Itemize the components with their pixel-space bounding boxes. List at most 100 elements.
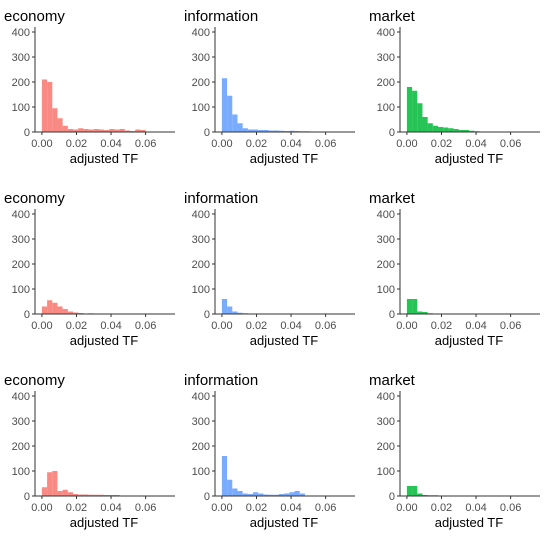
y-tick-label: 300: [192, 234, 210, 246]
histogram-bar: [62, 125, 68, 132]
x-tick-label: 0.00: [396, 320, 417, 332]
histogram-bar: [463, 130, 470, 132]
panel-title: information: [184, 190, 258, 207]
y-tick-label: 300: [377, 52, 395, 64]
y-tick-label: 200: [192, 259, 210, 271]
y-tick-label: 100: [12, 102, 30, 114]
x-tick-label: 0.06: [315, 138, 336, 150]
y-tick-label: 0: [24, 127, 30, 139]
y-tick-label: 0: [204, 127, 210, 139]
x-tick-label: 0.04: [100, 138, 121, 150]
panel-market-r3: market 0 100 200 300 400 0.00 0.02 0.04 0.06adjus…: [369, 372, 540, 530]
histogram-bar: [412, 299, 418, 314]
histogram-bar: [237, 123, 243, 132]
y-tick-label: 100: [12, 466, 30, 478]
y-tick-label: 400: [12, 27, 30, 39]
histogram-bar: [427, 123, 433, 132]
histogram-bar: [41, 487, 48, 496]
y-tick-label: 200: [12, 77, 30, 89]
histogram-bar: [47, 472, 53, 496]
y-tick-label: 0: [389, 491, 395, 503]
histogram-bar: [73, 312, 79, 314]
x-tick-label: 0.02: [66, 138, 87, 150]
y-tick-label: 200: [12, 441, 30, 453]
x-tick-label: 0.06: [500, 320, 521, 332]
y-tick-label: 400: [377, 27, 395, 39]
histogram-bar: [52, 108, 58, 132]
histogram-bar: [67, 311, 74, 314]
histogram-bar: [469, 130, 475, 132]
y-tick-label: 0: [204, 309, 210, 321]
histogram-bar: [67, 492, 74, 496]
y-tick-label: 100: [377, 466, 395, 478]
panel-information-r1: information 0 100 200 300 400 0.00 0.02 0.04 0.06…: [184, 8, 355, 166]
y-tick-label: 300: [192, 416, 210, 428]
y-tick-label: 100: [12, 284, 30, 296]
y-tick-label: 200: [377, 441, 395, 453]
y-tick-label: 300: [377, 416, 395, 428]
histogram-bar: [114, 129, 120, 132]
histogram-bar: [406, 486, 413, 496]
histogram-bar: [242, 493, 248, 496]
histogram-bar: [227, 95, 233, 132]
x-axis-title: adjusted TF: [435, 515, 503, 530]
histogram-bar: [119, 129, 125, 132]
histogram-bar: [232, 311, 238, 314]
histogram-bar: [253, 129, 259, 132]
histogram-bar: [443, 127, 449, 132]
histogram-bar: [438, 127, 444, 132]
x-tick-label: 0.04: [100, 320, 121, 332]
panel-title: information: [184, 372, 258, 389]
y-tick-label: 400: [12, 209, 30, 221]
histogram-bar: [73, 129, 79, 132]
panel-title: market: [369, 8, 416, 25]
x-tick-label: 0.02: [66, 502, 87, 514]
histogram-bar: [104, 130, 110, 132]
panel-information-r3: information 0 100 200 300 400 0.00 0.02 0.04 0.06…: [184, 372, 355, 530]
x-tick-label: 0.02: [431, 502, 452, 514]
x-tick-label: 0.00: [211, 320, 232, 332]
panel-information-r2: information 0 100 200 300 400 0.00 0.02 0.04 0.06…: [184, 190, 355, 348]
y-tick-label: 100: [192, 466, 210, 478]
x-tick-label: 0.00: [31, 502, 52, 514]
panel-title: market: [369, 190, 416, 207]
x-axis-title: adjusted TF: [250, 515, 318, 530]
histogram-bar: [83, 494, 89, 496]
histogram-bar: [458, 130, 464, 132]
x-axis-title: adjusted TF: [435, 333, 503, 348]
histogram-bar: [232, 114, 238, 132]
y-tick-label: 200: [377, 77, 395, 89]
x-tick-label: 0.04: [280, 502, 301, 514]
histogram-bar: [47, 82, 53, 132]
histogram-bar: [258, 493, 264, 496]
histogram-bar: [52, 302, 58, 314]
y-tick-label: 300: [192, 52, 210, 64]
histogram-bar: [232, 488, 238, 496]
y-tick-label: 300: [12, 52, 30, 64]
histogram-bar: [406, 299, 413, 314]
histogram-bar: [237, 491, 243, 496]
histogram-bar: [221, 456, 228, 496]
panel-title: information: [184, 8, 258, 25]
histogram-bar: [135, 129, 141, 132]
panel-title: economy: [4, 372, 65, 389]
x-tick-label: 0.00: [211, 502, 232, 514]
histogram-bar: [41, 79, 48, 132]
y-tick-label: 100: [377, 102, 395, 114]
histogram-bar: [422, 312, 428, 314]
histogram-bar: [247, 129, 254, 132]
y-tick-label: 400: [377, 209, 395, 221]
histogram-bar: [417, 493, 423, 496]
histogram-bar: [57, 118, 63, 132]
y-tick-label: 0: [24, 491, 30, 503]
histogram-bar: [289, 492, 295, 496]
histogram-bar: [289, 130, 295, 132]
x-tick-label: 0.04: [280, 138, 301, 150]
histogram-bar: [268, 130, 274, 132]
x-tick-label: 0.00: [396, 502, 417, 514]
x-tick-label: 0.04: [280, 320, 301, 332]
x-tick-label: 0.04: [465, 502, 486, 514]
histogram-bar: [273, 130, 279, 132]
histogram-bar: [453, 129, 459, 132]
y-tick-label: 400: [377, 391, 395, 403]
